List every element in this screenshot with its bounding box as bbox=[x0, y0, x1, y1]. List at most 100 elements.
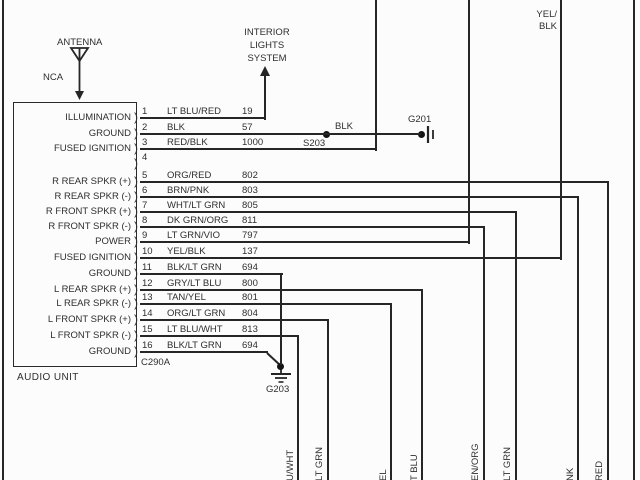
pin-6-bracket: ) bbox=[134, 189, 138, 203]
pin-13-bracket: ) bbox=[134, 296, 138, 310]
wire-pin5-seg1 bbox=[607, 182, 609, 480]
pin-3-circuit-number: 1000 bbox=[242, 137, 264, 148]
pin-16-number: 16 bbox=[142, 340, 153, 351]
wire-pin15-seg1 bbox=[297, 336, 299, 480]
left-border-line bbox=[2, 0, 4, 480]
wire-pin10-seg0 bbox=[140, 257, 562, 259]
pin-12-number: 12 bbox=[142, 278, 153, 289]
pin-1-circuit-number: 19 bbox=[242, 106, 253, 117]
wire-pin14-seg1 bbox=[327, 320, 329, 480]
bottom-wire-label-6: NK bbox=[565, 467, 576, 480]
pin-8-bracket: ) bbox=[134, 219, 138, 233]
pin-1-number: 1 bbox=[142, 106, 148, 117]
pin-2-function-label: GROUND bbox=[88, 128, 131, 139]
yel-blk-wire-label-line1: YEL/ bbox=[536, 9, 557, 20]
pin-2-bracket: ) bbox=[134, 126, 138, 140]
connector-label: C290A bbox=[141, 357, 171, 368]
wire-pin5-seg0 bbox=[140, 181, 609, 183]
wire-pin9-seg1 bbox=[468, 0, 470, 244]
pin-10-function-label: FUSED IGNITION bbox=[53, 252, 131, 263]
pin-11-function-label: GROUND bbox=[88, 268, 131, 279]
pin-2-circuit-number: 57 bbox=[242, 122, 253, 133]
pin-7-bracket: ) bbox=[134, 204, 138, 218]
pin-7-number: 7 bbox=[142, 200, 148, 211]
pin-16-function-label: GROUND bbox=[88, 346, 131, 357]
wire-pin2-seg0 bbox=[140, 133, 421, 135]
pin-11-circuit-number: 694 bbox=[242, 262, 258, 273]
pin-6-function-label: R REAR SPKR (-) bbox=[54, 191, 131, 202]
wire-pin6-seg0 bbox=[140, 196, 579, 198]
pin-1-function-label: ILLUMINATION bbox=[65, 112, 131, 123]
ground-g203-dot bbox=[277, 363, 284, 370]
bottom-wire-label-7: RED bbox=[594, 460, 605, 480]
wire-pin12-seg0 bbox=[140, 289, 423, 291]
pin-8-number: 8 bbox=[142, 215, 148, 226]
pin-11-wire-color: BLK/LT GRN bbox=[167, 262, 222, 273]
pin-9-function-label: POWER bbox=[95, 236, 131, 247]
pin-1-wire-color: LT BLU/RED bbox=[167, 106, 222, 117]
pin-13-wire-color: TAN/YEL bbox=[167, 292, 206, 303]
pin-5-circuit-number: 802 bbox=[242, 170, 258, 181]
pin-5-wire-color: ORG/RED bbox=[167, 170, 212, 181]
audio-unit-box bbox=[13, 102, 137, 367]
wire-pin7-seg1 bbox=[515, 212, 517, 480]
wire-pin10-seg1 bbox=[560, 0, 562, 260]
pin-15-function-label: L FRONT SPKR (-) bbox=[50, 330, 131, 341]
pin-1-bracket: ) bbox=[134, 110, 138, 124]
wire-pin12-seg1 bbox=[421, 290, 423, 480]
pin-9-number: 9 bbox=[142, 230, 148, 241]
wire-pin1-vertical bbox=[264, 75, 266, 120]
ground-g201-dot bbox=[418, 131, 425, 138]
pin-12-bracket: ) bbox=[134, 282, 138, 296]
pin-2-wire-color: BLK bbox=[167, 122, 185, 133]
wire-pin11-seg0 bbox=[140, 273, 283, 275]
pin-3-wire-color: RED/BLK bbox=[167, 137, 208, 148]
pin-9-circuit-number: 797 bbox=[242, 230, 258, 241]
pin-13-circuit-number: 801 bbox=[242, 292, 258, 303]
pin-6-circuit-number: 803 bbox=[242, 185, 258, 196]
pin-15-circuit-number: 813 bbox=[242, 324, 258, 335]
pin-16-circuit-number: 694 bbox=[242, 340, 258, 351]
wire-pin16-seg0 bbox=[140, 351, 268, 353]
wire-pin3-seg1 bbox=[375, 0, 377, 151]
splice-wire-color-label: BLK bbox=[335, 121, 353, 132]
pin-3-number: 3 bbox=[142, 137, 148, 148]
pin-13-number: 13 bbox=[142, 292, 153, 303]
bottom-wire-label-0: U/WHT bbox=[285, 449, 296, 480]
pin-12-circuit-number: 800 bbox=[242, 278, 258, 289]
pin-8-wire-color: DK GRN/ORG bbox=[167, 215, 229, 226]
bottom-wire-label-2: EL bbox=[378, 469, 389, 480]
pin-16-bracket: ) bbox=[134, 344, 138, 358]
pin-5-function-label: R REAR SPKR (+) bbox=[52, 176, 131, 187]
pin-8-function-label: R FRONT SPKR (-) bbox=[48, 221, 131, 232]
wire-pin8-seg1 bbox=[483, 227, 485, 480]
pin-14-circuit-number: 804 bbox=[242, 308, 258, 319]
pin-6-wire-color: BRN/PNK bbox=[167, 185, 210, 196]
splice-label: S203 bbox=[303, 138, 326, 149]
wire-pin14-seg0 bbox=[140, 319, 329, 321]
wire-pin15-seg0 bbox=[140, 335, 299, 337]
bottom-wire-label-5: LT GRN bbox=[502, 447, 513, 480]
bottom-wire-label-1: LT GRN bbox=[314, 447, 325, 480]
pin-14-function-label: L FRONT SPKR (+) bbox=[47, 314, 131, 325]
pin-12-wire-color: GRY/LT BLU bbox=[167, 278, 222, 289]
pin-13-function-label: L REAR SPKR (-) bbox=[56, 298, 131, 309]
pin-5-bracket: ) bbox=[134, 174, 138, 188]
pin-7-circuit-number: 805 bbox=[242, 200, 258, 211]
wire-pin8-seg0 bbox=[140, 226, 485, 228]
ground-g201-label: G201 bbox=[408, 114, 432, 125]
ground-g203-label: G203 bbox=[266, 384, 290, 395]
pin-9-wire-color: LT GRN/VIO bbox=[167, 230, 220, 241]
pin-10-circuit-number: 137 bbox=[242, 246, 258, 257]
pin-10-bracket: ) bbox=[134, 250, 138, 264]
wire-pin13-seg0 bbox=[140, 303, 392, 305]
yel-blk-wire-label-line2: BLK bbox=[539, 21, 557, 32]
wire-pin3-seg0 bbox=[140, 148, 377, 150]
wire-pin7-seg0 bbox=[140, 211, 517, 213]
pin-14-number: 14 bbox=[142, 308, 153, 319]
pin-5-number: 5 bbox=[142, 170, 148, 181]
pin-4-bracket: ) bbox=[134, 156, 138, 170]
interior-lights-line2: LIGHTS bbox=[249, 40, 285, 51]
pin-11-number: 11 bbox=[142, 262, 152, 273]
pin-10-wire-color: YEL/BLK bbox=[167, 246, 206, 257]
